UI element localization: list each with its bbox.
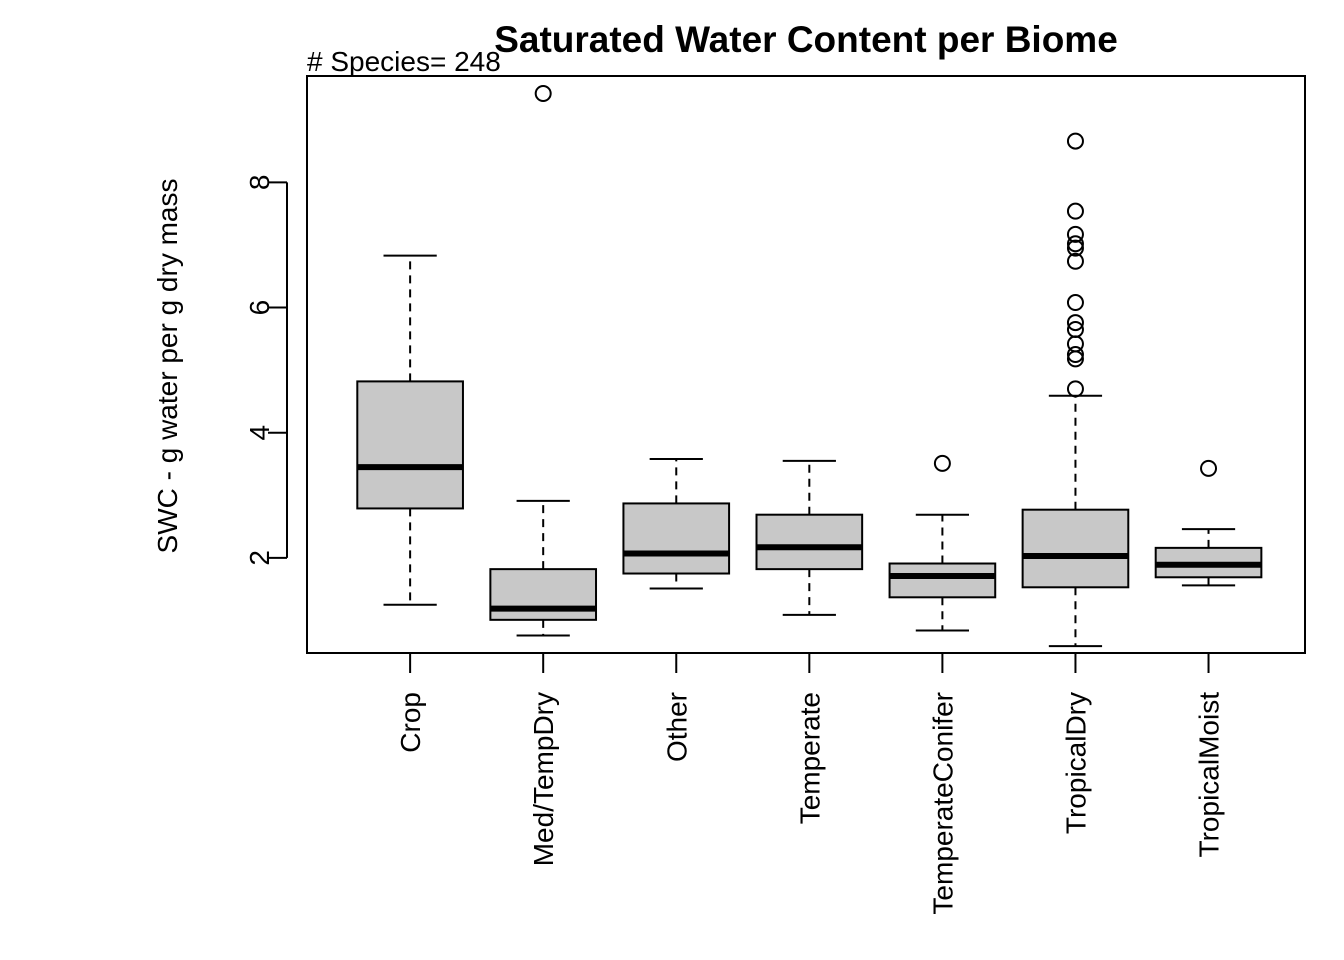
species-count-annotation: # Species= 248 (307, 46, 501, 77)
outlier-point (1066, 380, 1084, 398)
x-tick-label: TemperateConifer (927, 692, 958, 915)
outlier-point (1066, 294, 1084, 312)
outlier-point (1066, 314, 1084, 332)
iqr-box (888, 562, 997, 599)
x-tick-label: Crop (395, 692, 426, 753)
y-tick-label: 2 (244, 550, 275, 566)
outlier-point (1066, 320, 1084, 338)
outlier-point (1066, 235, 1084, 253)
y-axis: 2 4 6 8 (244, 175, 288, 566)
x-tick-label: TropicalMoist (1194, 692, 1225, 858)
outlier-point (1066, 225, 1084, 243)
box-med-tempdry (489, 85, 598, 637)
box-temperate (755, 459, 864, 616)
box-tropicaldry (1021, 132, 1130, 648)
outlier-point (1066, 345, 1084, 363)
chart-title: Saturated Water Content per Biome (494, 19, 1118, 60)
y-tick-label: 4 (244, 425, 275, 441)
iqr-box (1021, 508, 1130, 589)
box-other (622, 457, 731, 590)
outlier-point (1066, 239, 1084, 257)
iqr-box (755, 513, 864, 571)
y-axis-label: SWC - g water per g dry mass (152, 179, 183, 554)
box-series (356, 85, 1263, 648)
box-crop (356, 254, 464, 606)
iqr-box (622, 502, 731, 575)
x-tick-label: Other (661, 692, 692, 762)
outlier-point (1066, 202, 1084, 220)
y-tick-label: 8 (244, 175, 275, 191)
outlier-point (1066, 252, 1084, 270)
outlier-point (933, 454, 951, 472)
plot-frame (306, 75, 1306, 654)
box-tropicalmoist (1154, 459, 1263, 587)
outlier-point (1066, 132, 1084, 150)
box-temperateconifer (888, 454, 997, 632)
y-tick-label: 6 (244, 300, 275, 316)
x-tick-label: TropicalDry (1060, 692, 1091, 834)
x-tick-label: Temperate (794, 692, 825, 824)
x-tick-label: Med/TempDry (528, 692, 559, 866)
outlier-point (534, 85, 552, 103)
x-axis: Crop Med/TempDry Other Temperate TemperateCo… (395, 653, 1225, 915)
iqr-box (356, 380, 464, 510)
outlier-point (1066, 335, 1084, 353)
iqr-box (489, 568, 598, 621)
outlier-point (1200, 459, 1218, 477)
